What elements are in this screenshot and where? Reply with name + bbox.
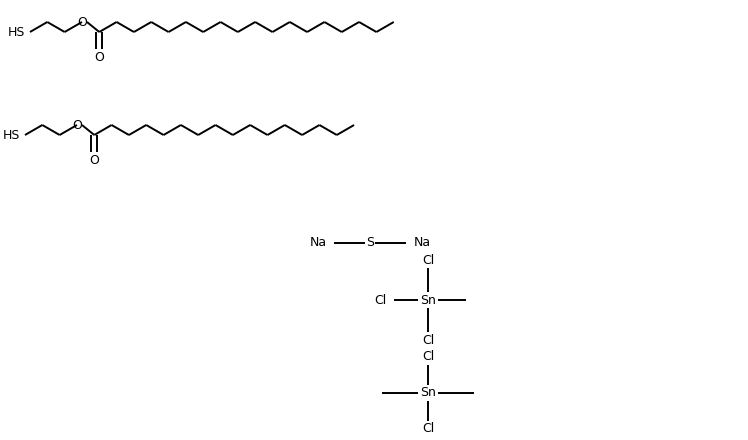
Text: Cl: Cl: [374, 293, 386, 307]
Text: Cl: Cl: [422, 334, 434, 346]
Text: Cl: Cl: [422, 422, 434, 436]
Text: HS: HS: [3, 128, 20, 142]
Text: O: O: [89, 154, 99, 166]
Text: O: O: [77, 15, 87, 29]
Text: Sn: Sn: [420, 293, 436, 307]
Text: Na: Na: [414, 236, 431, 249]
Text: Na: Na: [310, 236, 327, 249]
Text: HS: HS: [8, 26, 25, 39]
Text: Cl: Cl: [422, 253, 434, 267]
Text: O: O: [94, 51, 104, 63]
Text: O: O: [72, 118, 82, 132]
Text: S: S: [366, 236, 374, 249]
Text: Cl: Cl: [422, 351, 434, 363]
Text: Sn: Sn: [420, 386, 436, 400]
